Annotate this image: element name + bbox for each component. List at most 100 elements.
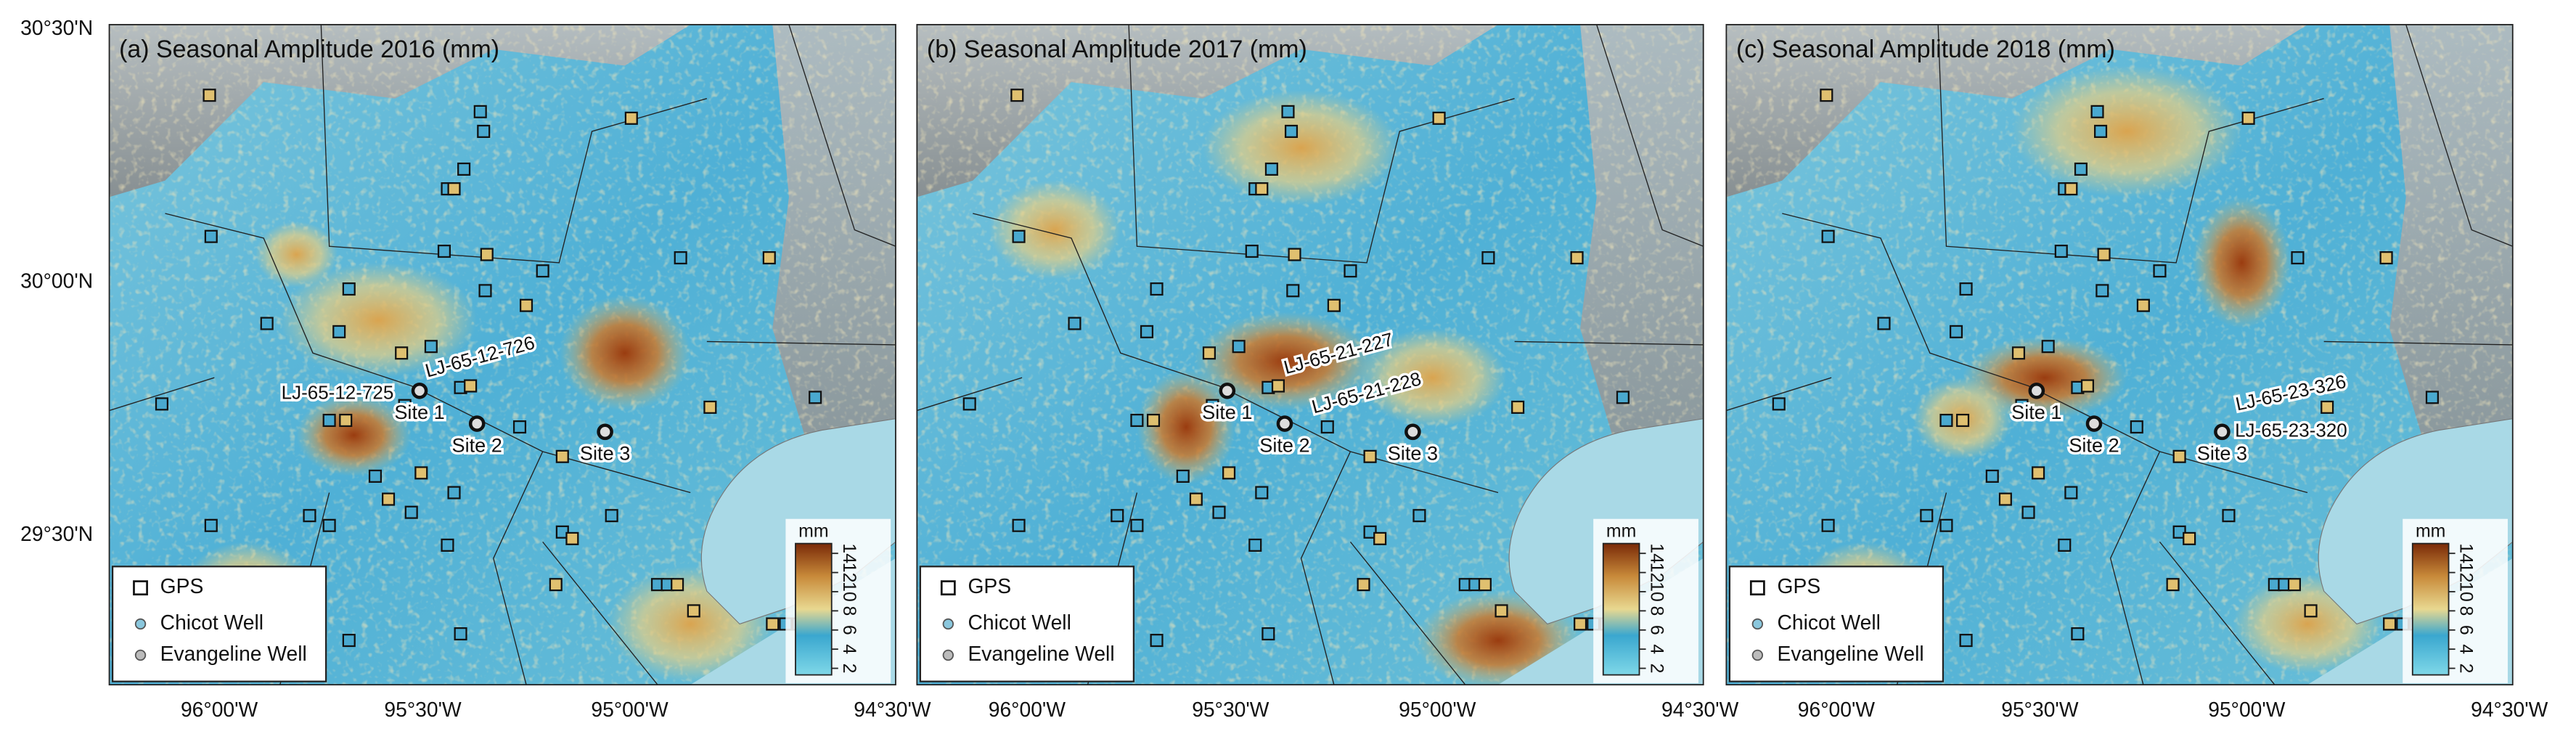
gps-station	[204, 229, 218, 243]
gps-station	[1949, 325, 1963, 338]
map-area	[109, 24, 896, 685]
site-label: Site 2	[2069, 433, 2119, 456]
gps-station	[1232, 340, 1246, 354]
gps-station	[1821, 229, 1835, 243]
colorbar-tick-label: 6	[2456, 625, 2477, 635]
county-boundary	[109, 377, 215, 412]
latitude-label: 30°00'N	[20, 269, 93, 292]
gps-station	[1150, 634, 1164, 648]
county-boundary	[493, 451, 544, 685]
gps-station	[1262, 627, 1275, 641]
gps-station	[2080, 379, 2095, 393]
panel-title: (b) Seasonal Amplitude 2017 (mm)	[927, 36, 1307, 63]
map-panel: (c) Seasonal Amplitude 2018 (mm) Site 1 Si…	[1725, 24, 2548, 721]
colorbar-tick-label: 14	[839, 543, 859, 563]
longitude-label: 95°30'W	[384, 698, 462, 721]
gps-station	[520, 298, 533, 312]
county-boundary	[2323, 341, 2513, 346]
gps-station	[1068, 317, 1081, 330]
gps-station	[1920, 509, 1934, 523]
legend-chicot-symbol	[942, 618, 954, 630]
legend-label: Evangeline Well	[968, 642, 1114, 665]
gps-station	[2054, 245, 2068, 258]
gps-station	[464, 379, 478, 393]
gps-station	[2153, 264, 2167, 278]
gps-station	[605, 509, 618, 523]
gps-station	[1357, 578, 1370, 592]
county-boundary	[1726, 377, 1832, 412]
colorbar-unit: mm	[2416, 521, 2445, 541]
gps-station	[2287, 578, 2301, 592]
site-marker	[1404, 423, 1421, 441]
site-label: Site 2	[452, 433, 502, 456]
colorbar-tick-label: 8	[2456, 605, 2477, 616]
gps-station	[1212, 505, 1226, 519]
legend-label: Chicot Well	[968, 611, 1071, 634]
site-marker	[2214, 423, 2231, 441]
site-marker	[468, 415, 486, 432]
gps-station	[1189, 492, 1203, 506]
legend-box	[919, 566, 1135, 682]
gps-station	[454, 627, 467, 641]
gps-station	[322, 518, 336, 532]
gps-station	[1288, 248, 1301, 261]
gps-station	[322, 413, 336, 428]
gps-station	[1012, 518, 1026, 532]
gps-station	[478, 284, 492, 298]
gps-station	[2130, 420, 2143, 434]
gps-station	[2183, 531, 2196, 545]
gps-station	[368, 469, 383, 483]
gps-station	[1271, 379, 1285, 393]
longitude-label: 94°30'W	[2471, 698, 2548, 721]
longitude-label: 94°30'W	[854, 698, 931, 721]
county-boundary	[1596, 24, 1704, 247]
well-label: LJ-65-12-725	[282, 382, 394, 404]
gps-station	[2172, 449, 2186, 463]
legend-label: GPS	[160, 574, 204, 598]
gps-station	[1772, 397, 1786, 411]
colorbar-unit: mm	[798, 521, 828, 541]
colorbar	[2411, 542, 2450, 676]
colorbar-tick-label: 12	[2456, 563, 2477, 583]
gps-station	[1202, 346, 1216, 360]
site-marker	[411, 382, 428, 399]
site-marker	[597, 423, 613, 441]
gps-station	[1574, 617, 1587, 631]
colorbar-tick-label: 4	[1647, 644, 1667, 654]
gps-station	[2090, 105, 2104, 118]
site-label: Site 1	[394, 401, 444, 423]
county-boundary	[917, 377, 1023, 412]
gps-station	[1570, 251, 1584, 265]
gps-station	[674, 251, 687, 265]
gps-station	[339, 413, 353, 428]
gps-station	[2379, 251, 2393, 265]
colorbar-tick-label: 14	[2456, 543, 2477, 563]
gps-station	[1478, 578, 1492, 592]
gps-station	[1320, 420, 1334, 434]
gps-station	[1012, 229, 1026, 243]
site-marker	[1219, 382, 1236, 399]
gps-station	[2097, 248, 2111, 261]
gps-station	[342, 634, 356, 648]
gps-station	[1130, 413, 1144, 428]
gps-station	[549, 578, 563, 592]
legend-box	[111, 566, 327, 682]
gps-station	[437, 245, 451, 258]
legend-label: Evangeline Well	[160, 642, 307, 665]
amplitude-patch	[2011, 65, 2242, 197]
legend-evangeline-symbol	[1751, 649, 1764, 661]
longitude-label: 95°00'W	[2208, 698, 2286, 721]
gps-station	[565, 531, 579, 545]
colorbar-tick-label: 12	[1647, 563, 1667, 583]
colorbar-tick-label: 4	[839, 644, 859, 654]
county-boundary	[1514, 341, 1704, 346]
legend-chicot-symbol	[134, 618, 147, 630]
site-label: Site 3	[1388, 442, 1438, 465]
colorbar-tick-label: 10	[839, 582, 859, 602]
site-marker	[1276, 415, 1293, 432]
map-frame	[916, 24, 1704, 686]
gps-station	[2011, 346, 2026, 360]
colorbar-unit: mm	[1606, 521, 1636, 541]
county-boundary	[1300, 451, 1352, 685]
